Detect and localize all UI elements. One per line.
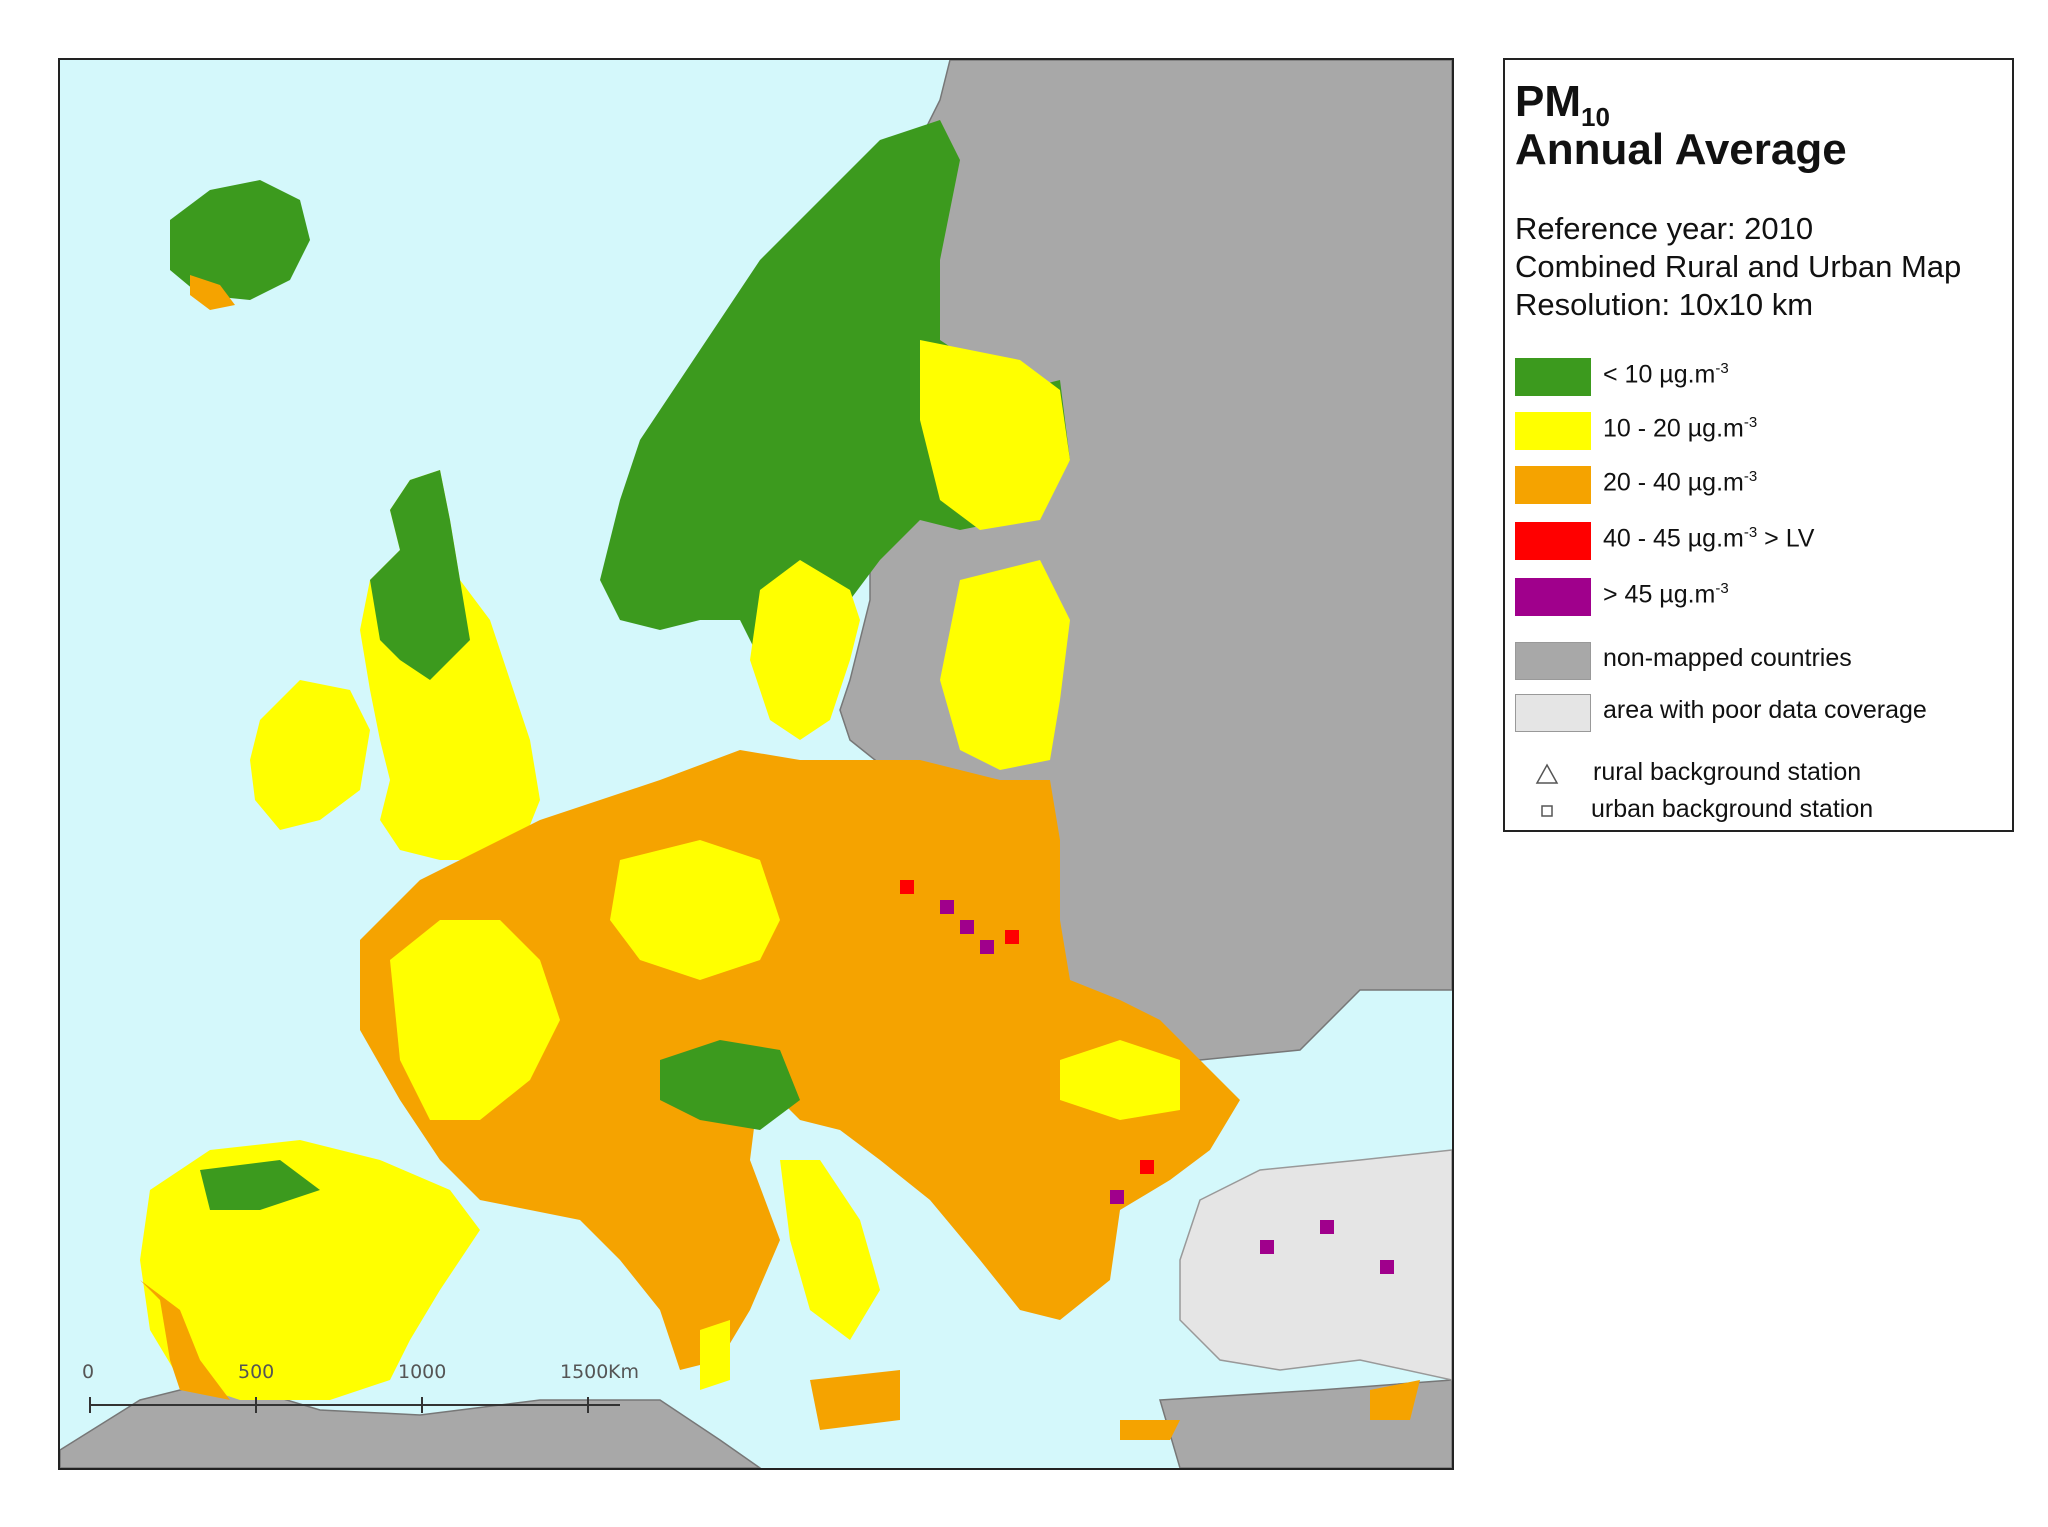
legend-class-label: 10 - 20 µg.m-3 — [1603, 414, 1758, 443]
finland — [920, 340, 1070, 530]
legend-title-line2: Annual Average — [1515, 125, 1847, 174]
pollutant-name: PM — [1515, 77, 1581, 126]
urban-station-label: urban background station — [1591, 795, 1874, 823]
legend-class-swatch — [1515, 412, 1591, 450]
legend-class-label: < 10 µg.m-3 — [1603, 360, 1729, 389]
ireland — [250, 680, 370, 830]
non-mapped-swatch — [1515, 642, 1591, 680]
scale-tick-0: 0 — [82, 1361, 94, 1383]
scale-tick-1000: 1000 — [398, 1361, 446, 1383]
europe-map: 0 500 1000 1500 Km — [60, 60, 1452, 1468]
baltic-states — [940, 560, 1070, 770]
legend-row-urban-station: urban background station — [1535, 795, 2005, 829]
legend-class-swatch — [1515, 466, 1591, 504]
legend-row-non-mapped: non-mapped countries — [1515, 642, 2005, 682]
iceland — [170, 180, 310, 300]
crete — [1120, 1420, 1180, 1440]
legend-class-label: > 45 µg.m-3 — [1603, 580, 1729, 609]
legend-class-swatch — [1515, 522, 1591, 560]
legend-class-label: 20 - 40 µg.m-3 — [1603, 468, 1758, 497]
scale-unit: Km — [608, 1361, 639, 1383]
legend-class-row: 40 - 45 µg.m-3 > LV — [1515, 522, 2005, 562]
map-panel[interactable]: 0 500 1000 1500 Km — [58, 58, 1454, 1470]
cyprus — [1370, 1380, 1420, 1420]
legend-row-poor-coverage: area with poor data coverage — [1515, 694, 2005, 734]
scale-tick-1500: 1500 — [560, 1361, 608, 1383]
scale-tick-500: 500 — [238, 1361, 274, 1383]
sardinia — [700, 1320, 730, 1390]
scandinavia — [600, 120, 1070, 720]
pollutant-subscript: 10 — [1581, 102, 1610, 132]
reference-year: Reference year: 2010 — [1515, 211, 1814, 246]
legend-row-rural-station: rural background station — [1535, 758, 2005, 792]
legend-title: PM10 — [1515, 76, 1610, 133]
legend-class-row: 10 - 20 µg.m-3 — [1515, 412, 2005, 452]
rural-station-label: rural background station — [1593, 758, 1862, 786]
legend-class-row: > 45 µg.m-3 — [1515, 578, 2005, 618]
legend-class-swatch — [1515, 358, 1591, 396]
legend-class-swatch — [1515, 578, 1591, 616]
non-mapped-label: non-mapped countries — [1603, 644, 1852, 672]
poor-coverage-swatch — [1515, 694, 1591, 732]
resolution: Resolution: 10x10 km — [1515, 287, 1814, 322]
map-type: Combined Rural and Urban Map — [1515, 249, 1962, 284]
triangle-icon — [1535, 763, 1559, 784]
square-icon — [1541, 805, 1553, 817]
hotspot-markers — [900, 880, 1394, 1274]
legend-class-row: 20 - 40 µg.m-3 — [1515, 466, 2005, 506]
scale-bar: 0 500 1000 1500 Km — [82, 1361, 639, 1413]
poor-coverage-label: area with poor data coverage — [1603, 696, 1927, 724]
legend-panel: PM10 Annual Average Reference year: 2010… — [1503, 58, 2014, 832]
legend-class-label: 40 - 45 µg.m-3 > LV — [1603, 524, 1815, 553]
legend-class-row: < 10 µg.m-3 — [1515, 358, 2005, 398]
turkey-poor-coverage — [1179, 1149, 1452, 1381]
sicily — [810, 1370, 900, 1430]
continental-europe — [360, 750, 1240, 1370]
